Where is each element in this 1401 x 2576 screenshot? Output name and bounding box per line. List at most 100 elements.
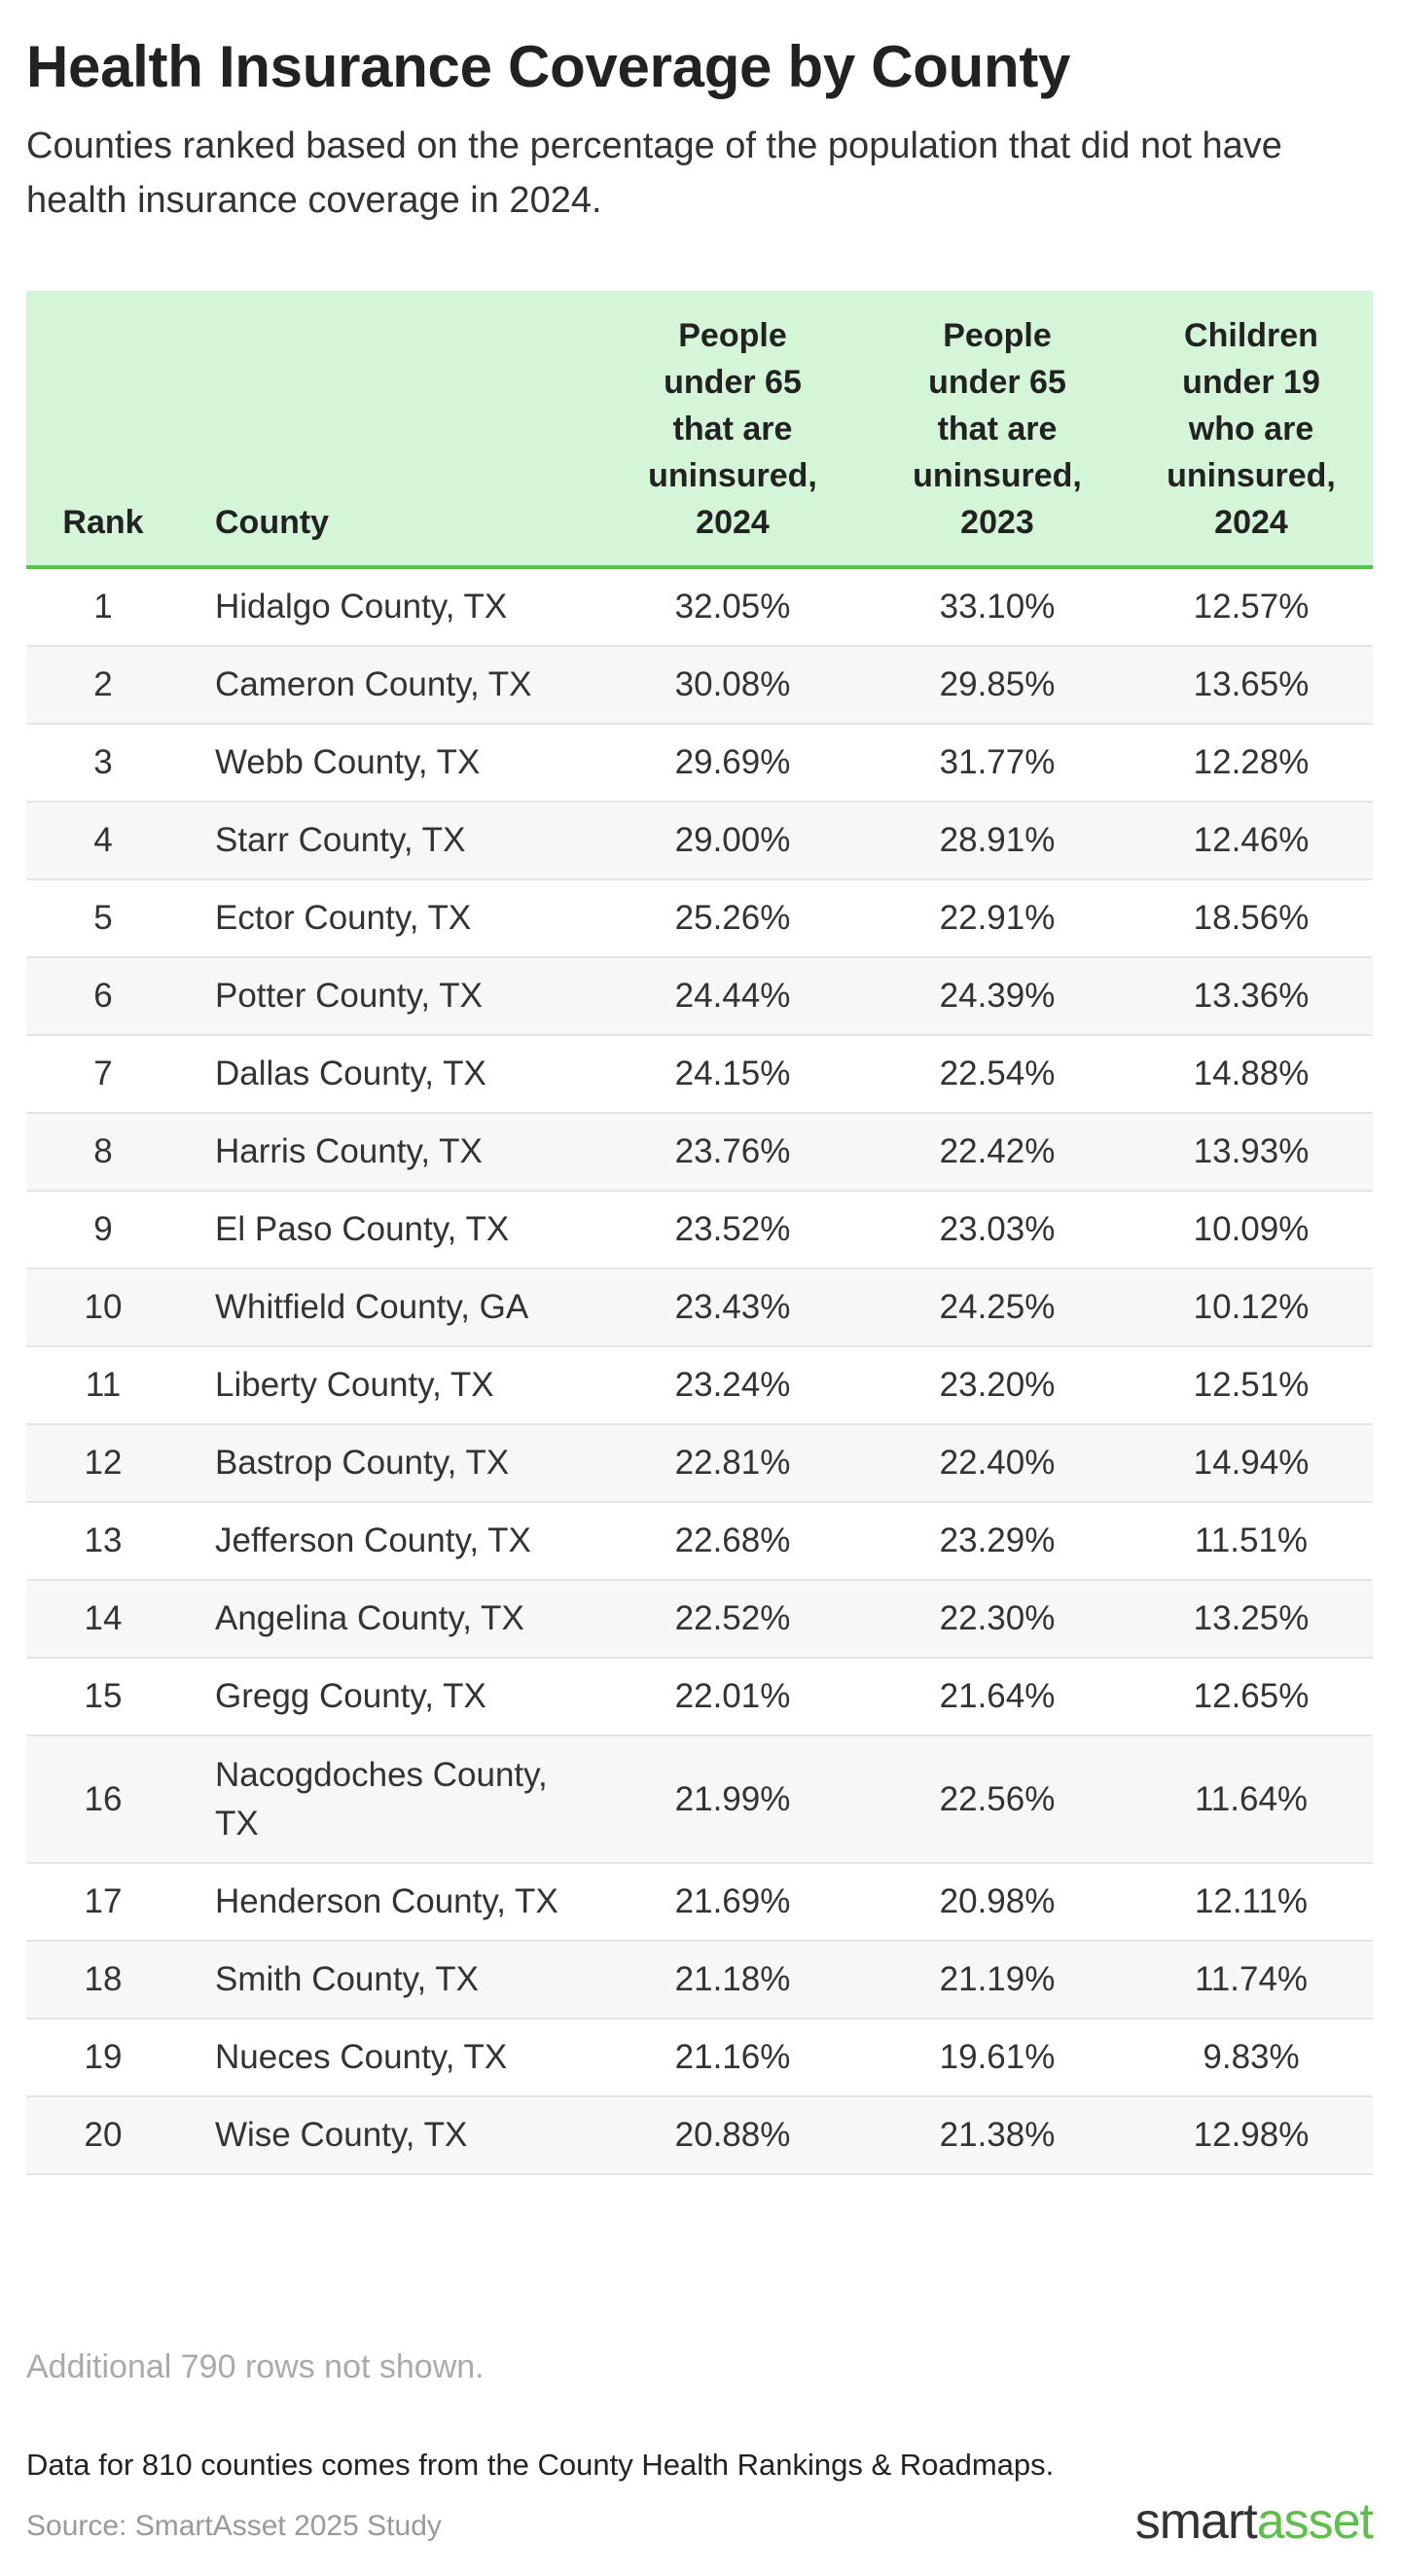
table-cell: 10.09% [1130,1191,1373,1270]
logo-part: asset [1256,2493,1374,2550]
table-cell: 11.64% [1130,1735,1373,1864]
table-cell: 30.08% [600,646,865,725]
source: Source: SmartAsset 2025 Study [26,2510,442,2542]
table-cell: 8 [26,1113,180,1192]
table-cell: Henderson County, TX [180,1863,600,1942]
table-cell: Whitfield County, GA [180,1269,600,1347]
logo-part: smart [1134,2493,1258,2550]
table-cell: Bastrop County, TX [180,1424,600,1503]
header-row: Rank County People under 65 that are unins… [26,291,1373,569]
column-header: People under 65 that are uninsured, 2023 [865,291,1130,569]
table-cell: Starr County, TX [180,802,600,880]
table-cell: 12.57% [1130,567,1373,647]
table-cell: 10.12% [1130,1269,1373,1347]
table-cell: Hidalgo County, TX [180,567,600,647]
table-row: 16 Nacogdoches County, TX 21.99% 22.56% 11.6… [26,1735,1373,1864]
table-cell: 22.40% [865,1424,1130,1503]
table-row: 6 Potter County, TX 24.44% 24.39% 13.36% [26,957,1373,1036]
table-cell: Dallas County, TX [180,1035,600,1114]
table-cell: Nueces County, TX [180,2019,600,2097]
table-cell: 17 [26,1863,180,1942]
table-cell: Ector County, TX [180,879,600,958]
table-cell: Gregg County, TX [180,1658,600,1736]
table-cell: 23.52% [600,1191,865,1270]
table-row: 13 Jefferson County, TX 22.68% 23.29% 11.51% [26,1502,1373,1581]
table-cell: 22.54% [865,1035,1130,1114]
table-row: 18 Smith County, TX 21.18% 21.19% 11.74% [26,1941,1373,2020]
table-cell: 22.42% [865,1113,1130,1192]
subtitle: Counties ranked based on the percentage … [26,125,1282,221]
column-header: County [180,291,600,569]
table-cell: 12.46% [1130,802,1373,880]
table-row: 4 Starr County, TX 29.00% 28.91% 12.46% [26,802,1373,880]
table-cell: 12.51% [1130,1346,1373,1425]
table-cell: 13.93% [1130,1113,1373,1192]
table-cell: 21.38% [865,2096,1130,2175]
table-cell: 29.85% [865,646,1130,725]
table-cell: Nacogdoches County, TX [180,1735,600,1864]
table-cell: Angelina County, TX [180,1580,600,1659]
table-cell: 19.61% [865,2019,1130,2097]
table-cell: 22.68% [600,1502,865,1581]
table-cell: 23.20% [865,1346,1130,1425]
table-cell: 20 [26,2096,180,2175]
table-row: 3 Webb County, TX 29.69% 31.77% 12.28% [26,724,1373,803]
column-header: Children under 19 who are uninsured, 202… [1130,291,1373,569]
table-row: 19 Nueces County, TX 21.16% 19.61% 9.83% [26,2019,1373,2097]
table-cell: 12.65% [1130,1658,1373,1736]
table-cell: 15 [26,1658,180,1736]
table-cell: 3 [26,724,180,803]
table-cell: 18.56% [1130,879,1373,958]
table-cell: Harris County, TX [180,1113,600,1192]
table-cell: 24.25% [865,1269,1130,1347]
table-cell: 28.91% [865,802,1130,880]
table-cell: 21.99% [600,1735,865,1864]
table-cell: 20.88% [600,2096,865,2175]
table-cell: 13 [26,1502,180,1581]
table-cell: 22.81% [600,1424,865,1503]
table-row: 7 Dallas County, TX 24.15% 22.54% 14.88% [26,1035,1373,1114]
table-cell: 12.11% [1130,1863,1373,1942]
table-row: 15 Gregg County, TX 22.01% 21.64% 12.65% [26,1658,1373,1736]
table-cell: 6 [26,957,180,1036]
table-cell: 23.29% [865,1502,1130,1581]
table-cell: 11.74% [1130,1941,1373,2020]
table-cell: 21.19% [865,1941,1130,2020]
title: Health Insurance Coverage by County [26,34,1071,99]
table-cell: 12.28% [1130,724,1373,803]
table-cell: 18 [26,1941,180,2020]
table-cell: 5 [26,879,180,958]
table-body: 1 Hidalgo County, TX 32.05% 33.10% 12.57% 2 Ca… [26,567,1373,2175]
table-cell: 32.05% [600,567,865,647]
table-cell: Jefferson County, TX [180,1502,600,1581]
table-cell: 23.24% [600,1346,865,1425]
table-cell: 22.91% [865,879,1130,958]
table-cell: 33.10% [865,567,1130,647]
table-row: 20 Wise County, TX 20.88% 21.38% 12.98% [26,2096,1373,2175]
table-row: 11 Liberty County, TX 23.24% 23.20% 12.51% [26,1346,1373,1425]
table-cell: 24.39% [865,957,1130,1036]
table-cell: 21.18% [600,1941,865,2020]
table-cell: 14 [26,1580,180,1659]
table: Rank County People under 65 that are unins… [26,291,1373,2175]
table-row: 5 Ector County, TX 25.26% 22.91% 18.56% [26,879,1373,958]
table-cell: Webb County, TX [180,724,600,803]
table-cell: 4 [26,802,180,880]
table-cell: Wise County, TX [180,2096,600,2175]
table-cell: 22.56% [865,1735,1130,1864]
table-cell: El Paso County, TX [180,1191,600,1270]
table-cell: 23.03% [865,1191,1130,1270]
table-row: 2 Cameron County, TX 30.08% 29.85% 13.65% [26,646,1373,725]
table-cell: 12.98% [1130,2096,1373,2175]
table-cell: Potter County, TX [180,957,600,1036]
table-row: 12 Bastrop County, TX 22.81% 22.40% 14.94% [26,1424,1373,1503]
column-header: Rank [26,291,180,569]
table-cell: 22.01% [600,1658,865,1736]
table-row: 8 Harris County, TX 23.76% 22.42% 13.93% [26,1113,1373,1192]
table-cell: 11 [26,1346,180,1425]
table-cell: 13.25% [1130,1580,1373,1659]
table-cell: 31.77% [865,724,1130,803]
table-row: 1 Hidalgo County, TX 32.05% 33.10% 12.57% [26,567,1373,647]
table-cell: 11.51% [1130,1502,1373,1581]
